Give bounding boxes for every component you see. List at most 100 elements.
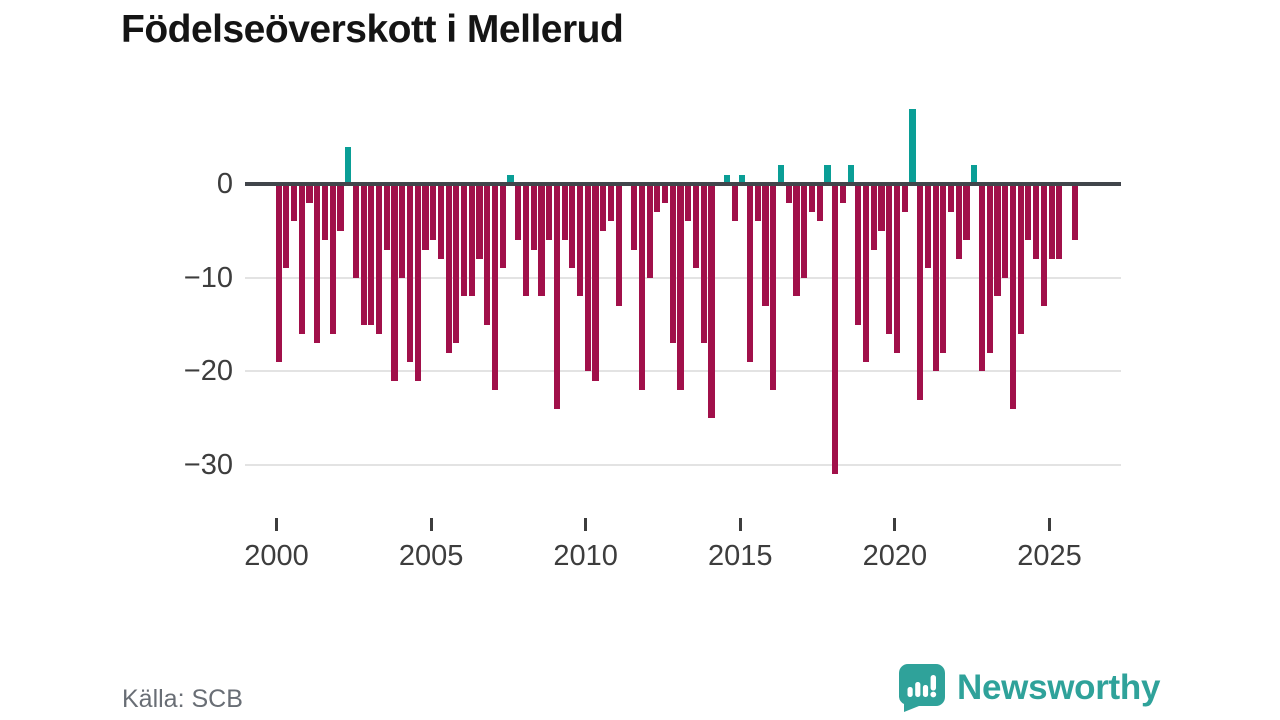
bar-2012-q4	[669, 184, 676, 344]
bar-2016-q4	[793, 184, 800, 297]
bar-2003-q4	[391, 184, 398, 381]
x-tick-2015	[738, 518, 742, 531]
bar-2009-q2	[561, 184, 568, 241]
bar-2004-q3	[414, 184, 421, 381]
bar-2022-q2	[963, 184, 970, 241]
newsworthy-icon	[899, 664, 945, 712]
x-tick-2010	[584, 518, 588, 531]
bar-2023-q2	[994, 184, 1001, 297]
page-title: Födelseöverskott i Mellerud	[121, 8, 624, 51]
bar-2016-q3	[785, 184, 792, 203]
bar-2008-q3	[538, 184, 545, 297]
bar-2023-q3	[1002, 184, 1009, 278]
bar-chart: 0 −10 −20 −30 2000 2005 2010 2015 2020 2025	[183, 109, 1121, 572]
bar-2018-q4	[855, 184, 862, 325]
x-tick-2005	[429, 518, 433, 531]
x-tick-2000	[275, 518, 278, 531]
bar-2019-q3	[878, 184, 885, 231]
bar-2006-q3	[476, 184, 483, 259]
bar-2025-q2	[1056, 184, 1063, 259]
bar-2004-q4	[422, 184, 429, 250]
bar-2018-q2	[839, 184, 846, 203]
bar-2015-q4	[762, 184, 769, 306]
bar-2020-q4	[917, 184, 924, 400]
bar-2005-q1	[430, 184, 437, 241]
bar-2002-q3	[352, 184, 359, 278]
bar-2019-q4	[886, 184, 893, 334]
bar-2017-q2	[808, 184, 816, 213]
y-axis-label-0: 0	[216, 168, 233, 200]
bar-2010-q2	[592, 184, 599, 381]
bar-2019-q2	[870, 184, 877, 250]
x-axis-label-2015: 2015	[708, 540, 773, 572]
bar-2012-q3	[662, 184, 669, 203]
bar-2024-q2	[1025, 184, 1032, 241]
bar-2013-q2	[685, 184, 692, 222]
bar-2004-q2	[406, 184, 414, 363]
bar-2007-q4	[515, 184, 522, 241]
bar-2000-q1	[275, 184, 282, 363]
bar-2000-q2	[283, 184, 290, 269]
bar-2008-q1	[522, 184, 530, 297]
bar-2010-q1	[584, 184, 591, 372]
bar-2011-q1	[615, 184, 622, 306]
bar-2022-q3	[971, 165, 978, 184]
bar-2003-q2	[375, 184, 383, 334]
bar-2005-q3	[445, 184, 452, 353]
bar-2018-q3	[847, 165, 854, 184]
bar-2016-q1	[770, 184, 777, 391]
bar-2009-q1	[553, 184, 560, 409]
bar-2001-q3	[321, 184, 329, 241]
bar-2002-q1	[337, 184, 344, 231]
bar-2014-q4	[731, 184, 738, 222]
bar-2017-q4	[824, 165, 831, 184]
bar-2015-q2	[747, 184, 754, 363]
bar-2022-q4	[978, 184, 986, 372]
bar-2014-q3	[723, 174, 731, 184]
bar-2023-q1	[986, 184, 993, 353]
brand-logo: Newsworthy	[897, 663, 1160, 713]
bar-2003-q1	[368, 184, 375, 325]
bar-2021-q4	[948, 184, 955, 213]
bar-2008-q4	[546, 184, 553, 241]
bar-2007-q1	[491, 184, 499, 391]
bar-2021-q1	[924, 184, 931, 269]
y-axis-label--10: −10	[183, 261, 233, 294]
bar-2005-q2	[437, 184, 445, 259]
bar-2011-q3	[631, 184, 638, 250]
x-tick-2020	[893, 518, 897, 531]
bar-2023-q4	[1009, 184, 1017, 409]
bar-2000-q3	[290, 184, 298, 222]
x-axis-zero-line	[245, 181, 1121, 186]
bar-2013-q3	[692, 184, 700, 269]
bar-2001-q2	[314, 184, 321, 344]
bar-2013-q1	[677, 184, 684, 391]
bar-2018-q1	[832, 184, 839, 475]
bar-2002-q2	[345, 146, 352, 184]
bar-2011-q4	[638, 184, 645, 391]
bar-2004-q1	[399, 184, 406, 278]
bar-2025-q1	[1048, 184, 1055, 259]
y-axis-label--20: −20	[183, 355, 233, 388]
bar-2013-q4	[700, 184, 707, 344]
bar-2020-q3	[909, 109, 916, 184]
x-axis-label-2020: 2020	[862, 540, 928, 572]
bar-2015-q1	[739, 174, 746, 184]
bar-2010-q3	[600, 184, 607, 231]
bar-2006-q2	[468, 184, 475, 297]
bar-2017-q3	[816, 184, 823, 222]
bar-2007-q2	[499, 184, 506, 269]
bar-2016-q2	[777, 165, 785, 184]
bar-2007-q3	[507, 174, 514, 184]
bar-2020-q1	[893, 184, 901, 353]
bar-2001-q1	[306, 184, 313, 203]
x-axis-label-2000: 2000	[244, 540, 309, 572]
gridline--30	[245, 464, 1121, 467]
bar-2025-q4	[1071, 184, 1078, 241]
bar-2022-q1	[955, 184, 962, 259]
bar-2009-q4	[576, 184, 584, 297]
x-tick-2025	[1048, 518, 1051, 531]
y-axis-label--30: −30	[183, 449, 233, 482]
bar-2002-q4	[360, 184, 367, 325]
